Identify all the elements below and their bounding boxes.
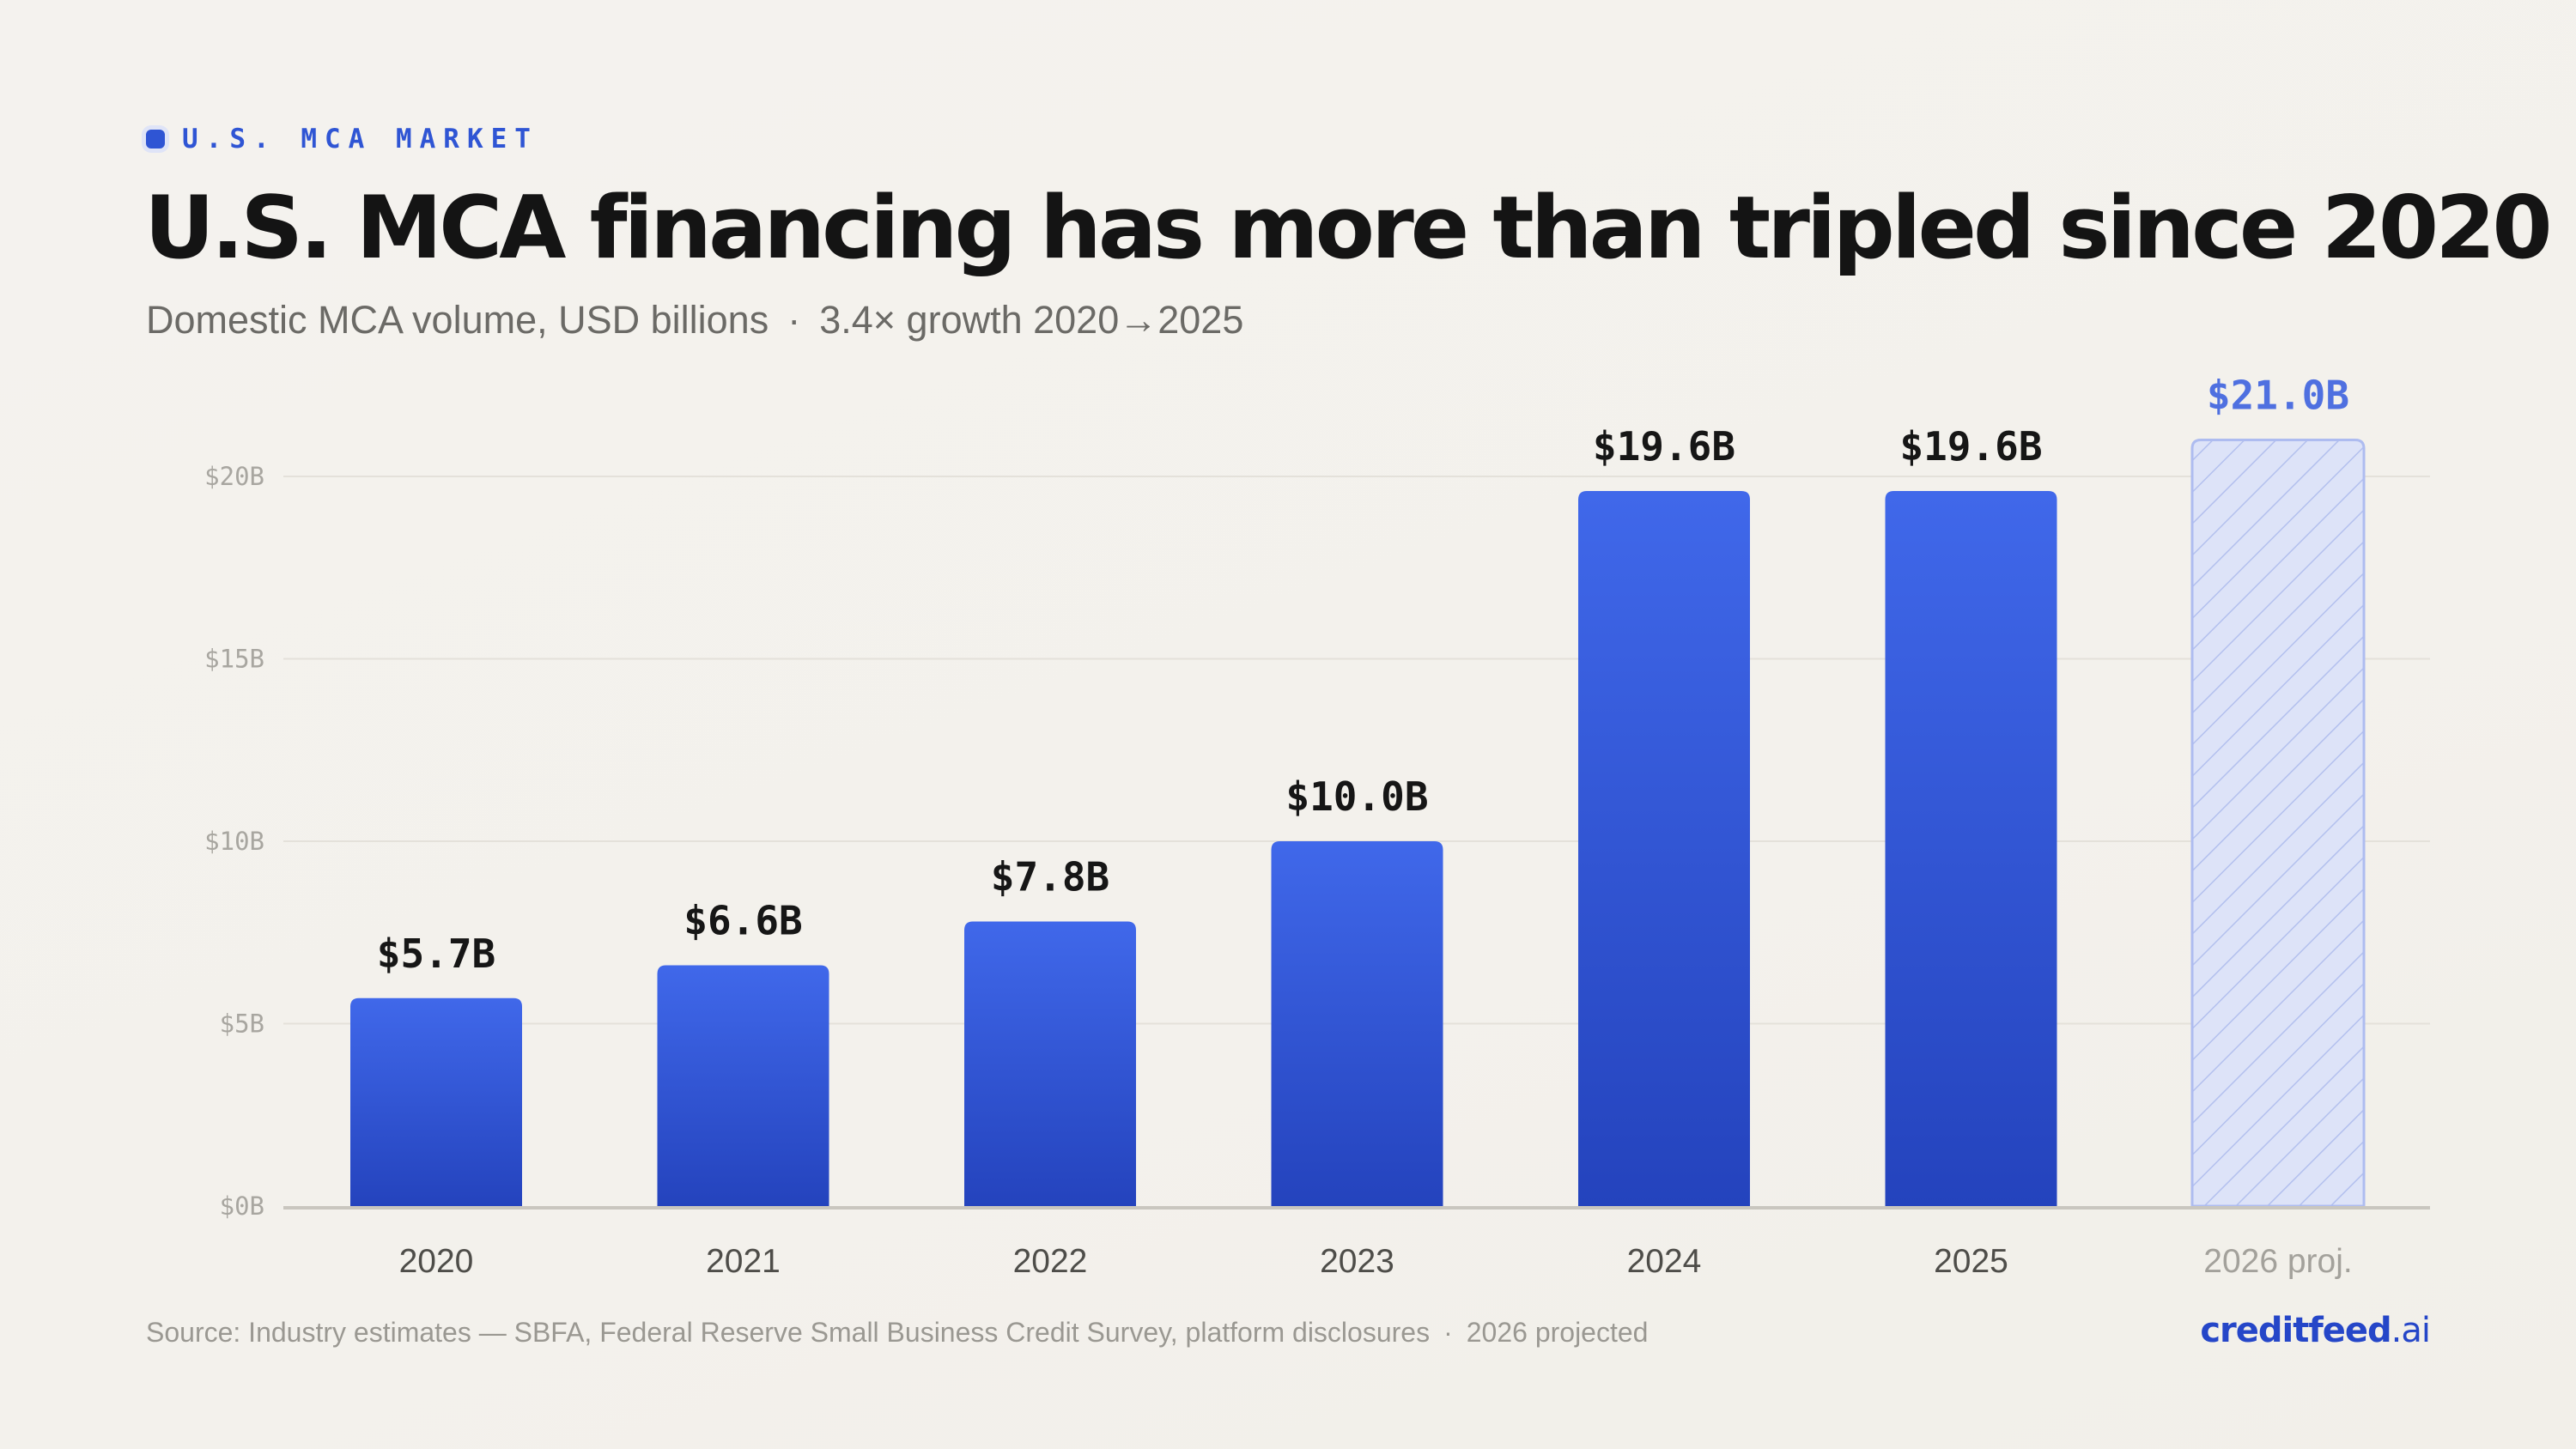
eyebrow-label: U.S. MCA MARKET bbox=[182, 124, 538, 155]
eyebrow-dot-icon bbox=[146, 130, 165, 149]
y-tick-label: $20B bbox=[204, 462, 264, 491]
bar-projected[interactable] bbox=[2190, 439, 2366, 1208]
source-text: Source: Industry estimates — SBFA, Feder… bbox=[146, 1317, 1431, 1348]
subtitle-growth: 3.4× growth 2020→2025 bbox=[819, 298, 1244, 342]
bar-value-label: $6.6B bbox=[683, 898, 802, 944]
y-tick-label: $5B bbox=[220, 1009, 264, 1039]
bar[interactable] bbox=[350, 997, 522, 1206]
x-tick-label: 2024 bbox=[1627, 1243, 1702, 1280]
bar-value-label: $19.6B bbox=[1593, 423, 1735, 470]
bar[interactable] bbox=[964, 921, 1136, 1207]
chart-subtitle: Domestic MCA volume, USD billions · 3.4× g… bbox=[146, 298, 1243, 343]
bar-value-label: $19.6B bbox=[1899, 423, 2042, 470]
projection-note: 2026 projected bbox=[1466, 1317, 1649, 1348]
x-tick-label: 2020 bbox=[399, 1243, 474, 1280]
bar[interactable] bbox=[657, 965, 829, 1207]
x-tick-label: 2022 bbox=[1013, 1243, 1088, 1280]
y-tick-label: $0B bbox=[220, 1191, 264, 1221]
bar-value-label: $5.7B bbox=[377, 931, 495, 977]
bar-value-label: $10.0B bbox=[1285, 773, 1428, 820]
chart-title: U.S. MCA financing has more than tripled… bbox=[144, 177, 2553, 278]
source-separator: · bbox=[1443, 1317, 1453, 1348]
x-tick-label: 2026 proj. bbox=[2203, 1243, 2352, 1280]
y-tick-label: $15B bbox=[204, 645, 264, 674]
bar-value-label: $21.0B bbox=[2207, 373, 2349, 419]
bar[interactable] bbox=[1885, 491, 2057, 1206]
bar[interactable] bbox=[1271, 841, 1443, 1206]
y-tick-label: $10B bbox=[204, 827, 264, 856]
subtitle-separator: · bbox=[787, 298, 801, 342]
x-tick-label: 2023 bbox=[1320, 1243, 1394, 1280]
eyebrow: U.S. MCA MARKET bbox=[146, 124, 538, 155]
brand-tld: .ai bbox=[2391, 1311, 2431, 1350]
x-tick-label: 2025 bbox=[1934, 1243, 2008, 1280]
subtitle-description: Domestic MCA volume, USD billions bbox=[146, 298, 769, 342]
brand-logo[interactable]: creditfeed.ai bbox=[2200, 1311, 2431, 1350]
bar-value-label: $7.8B bbox=[991, 854, 1109, 900]
brand-name: creditfeed bbox=[2200, 1311, 2391, 1350]
source-note: Source: Industry estimates — SBFA, Feder… bbox=[146, 1317, 1648, 1349]
x-tick-label: 2021 bbox=[706, 1243, 781, 1280]
bar[interactable] bbox=[1578, 491, 1750, 1206]
